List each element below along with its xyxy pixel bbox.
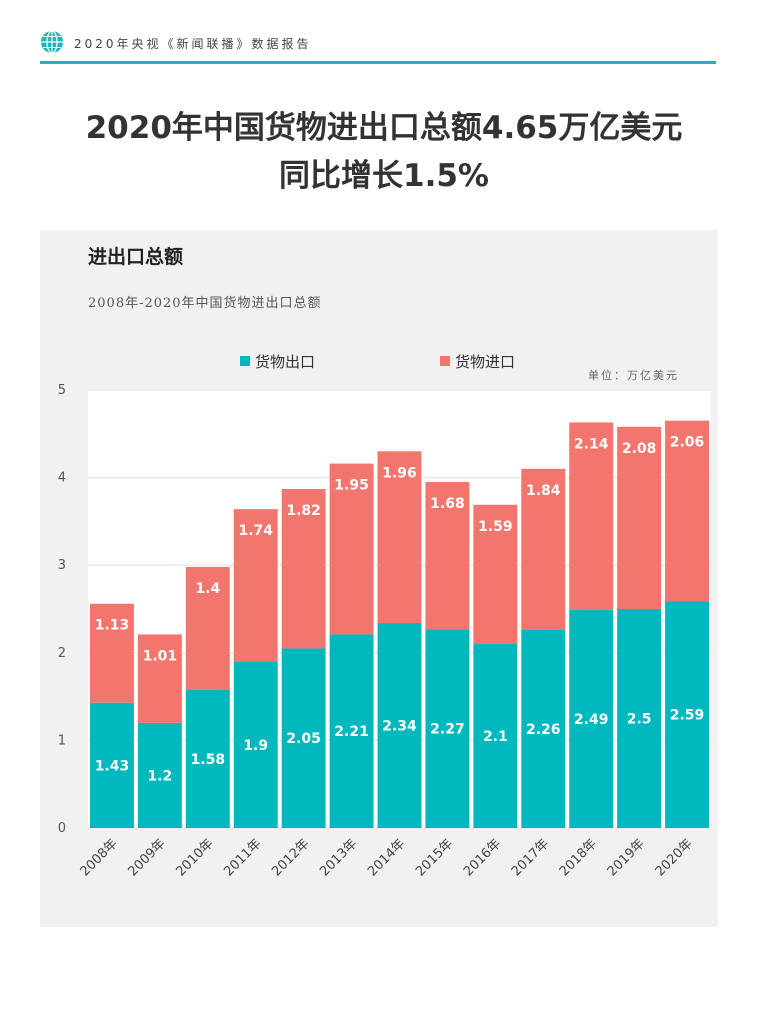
bar-export (377, 623, 422, 828)
legend-swatch-import (440, 356, 450, 366)
x-tick-label: 2015年 (413, 836, 456, 879)
legend-item-import: 货物进口 (440, 351, 515, 372)
y-tick-label: 3 (58, 558, 66, 573)
data-label-export: 2.21 (334, 724, 369, 740)
bar-import (521, 468, 566, 631)
bar-import (473, 504, 518, 645)
bar-export (521, 630, 566, 828)
header-divider (40, 61, 716, 64)
x-tick-label: 2013年 (317, 836, 360, 879)
bar-import (425, 481, 470, 630)
x-tick-label: 2019年 (605, 836, 648, 879)
x-tick-label: 2017年 (509, 836, 552, 879)
bar-import (617, 426, 662, 609)
stacked-bar-chart: 0 1 2 3 4 5 1.43 1.13 2008年 1.2 1.01 2009年 1.58 1.4 20… (58, 383, 711, 879)
y-tick-label: 4 (58, 471, 66, 486)
bar-export (233, 661, 278, 828)
bar-export (329, 634, 374, 828)
data-label-export: 1.9 (243, 738, 268, 754)
data-label-import: 1.96 (382, 465, 417, 481)
bar-export (281, 648, 326, 828)
x-tick-label: 2012年 (269, 836, 312, 879)
bar-export (90, 702, 134, 828)
bar-export (137, 722, 182, 828)
data-label-import: 1.13 (95, 618, 130, 634)
bar-import (329, 463, 374, 635)
x-tick-label: 2011年 (221, 836, 264, 879)
data-label-export: 2.59 (670, 708, 705, 724)
data-label-import: 1.68 (430, 496, 465, 512)
data-label-export: 2.1 (483, 729, 508, 745)
bar-export (473, 644, 518, 828)
legend-label-import: 货物进口 (455, 353, 516, 371)
legend-swatch-export (240, 356, 250, 366)
legend-label-export: 货物出口 (255, 353, 316, 371)
bar-import (377, 451, 422, 624)
data-label-import: 2.14 (574, 436, 609, 452)
x-tick-label: 2010年 (173, 836, 216, 879)
bar-import (90, 603, 134, 703)
data-label-export: 2.34 (382, 719, 417, 735)
bar-export (569, 609, 614, 828)
chart-subtitle: 2008年-2020年中国货物进出口总额 (88, 296, 322, 311)
y-tick-label: 0 (58, 821, 66, 836)
data-label-export: 2.26 (526, 722, 561, 738)
data-label-import: 1.4 (195, 581, 220, 597)
data-label-import: 1.74 (238, 523, 273, 539)
bar-import (281, 488, 326, 649)
data-label-import: 1.95 (334, 478, 369, 494)
data-label-import: 1.84 (526, 483, 561, 499)
legend-item-export: 货物出口 (240, 351, 315, 372)
data-label-export: 2.5 (627, 712, 652, 728)
x-tick-label: 2008年 (78, 836, 121, 879)
headline-line-2: 同比增长1.5% (279, 158, 489, 194)
bar-import (185, 566, 230, 690)
report-header: 2020年央视《新闻联播》数据报告 (40, 28, 716, 64)
x-tick-label: 2014年 (365, 836, 408, 879)
data-label-import: 1.01 (143, 648, 178, 664)
bar-export (617, 609, 662, 828)
bar-export (425, 629, 470, 828)
data-label-export: 2.27 (430, 722, 465, 738)
y-tick-label: 5 (58, 383, 66, 398)
data-label-export: 2.49 (574, 712, 609, 728)
data-label-import: 1.59 (478, 519, 513, 535)
data-label-export: 1.58 (191, 752, 226, 768)
headline-line-1: 2020年中国货物进出口总额4.65万亿美元 (85, 110, 683, 146)
bar-export (665, 601, 709, 828)
data-label-export: 2.05 (286, 731, 321, 747)
bar-import (137, 634, 182, 723)
x-tick-label: 2009年 (126, 836, 169, 879)
data-label-import: 1.82 (286, 503, 321, 519)
chart-panel: 进出口总额 2008年-2020年中国货物进出口总额 货物出口 货物进口 单位：… (40, 230, 718, 927)
y-tick-label: 1 (58, 733, 66, 748)
data-label-export: 1.2 (147, 768, 172, 784)
bar-import (665, 420, 709, 602)
x-tick-label: 2020年 (653, 836, 696, 879)
headline: 2020年中国货物进出口总额4.65万亿美元 同比增长1.5% (0, 104, 768, 200)
bar-import (569, 422, 614, 610)
bar-import (233, 509, 278, 662)
globe-icon (41, 30, 63, 54)
data-label-import: 2.06 (670, 435, 705, 451)
header-title: 2020年央视《新闻联播》数据报告 (74, 37, 312, 51)
unit-note: 单位：万亿美元 (588, 369, 679, 382)
x-tick-label: 2016年 (461, 836, 504, 879)
data-label-import: 2.08 (622, 441, 657, 457)
chart-title: 进出口总额 (88, 246, 184, 268)
bar-export (185, 689, 230, 828)
x-tick-label: 2018年 (557, 836, 600, 879)
y-tick-label: 2 (58, 646, 66, 661)
data-label-export: 1.43 (95, 758, 130, 774)
